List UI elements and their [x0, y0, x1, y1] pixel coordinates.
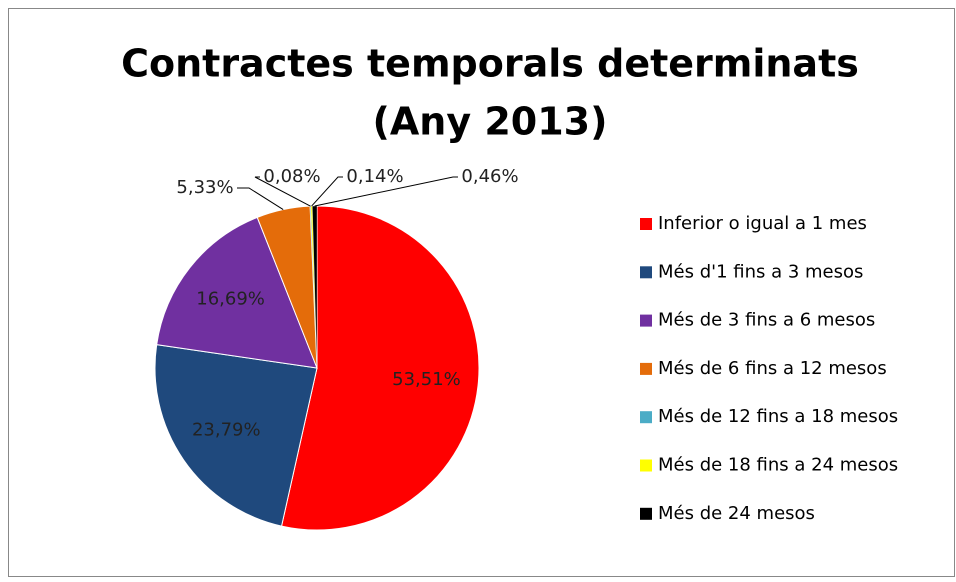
pie-slice: [156, 216, 318, 369]
chart-frame: [8, 8, 955, 577]
pie-slice: [154, 344, 318, 527]
data-label: 0,14%: [346, 166, 403, 187]
data-label: 0,08%: [263, 166, 320, 187]
legend-swatch: [640, 411, 652, 424]
legend-label: Més de 24 mesos: [658, 503, 815, 524]
data-label: 53,51%: [392, 369, 461, 390]
pie-slice: [280, 205, 480, 531]
leader-line: [237, 187, 284, 210]
legend-swatch: [640, 507, 652, 520]
chart-title: Contractes temporals determinats: [121, 42, 859, 86]
legend-swatch: [640, 362, 652, 375]
legend-swatch: [640, 266, 652, 279]
leader-line: [314, 176, 458, 207]
chart-title: (Any 2013): [373, 100, 608, 144]
legend-swatch: [640, 314, 652, 327]
legend-label: Més de 3 fins a 6 mesos: [658, 310, 875, 331]
data-label: 23,79%: [192, 419, 261, 440]
legend-label: Més de 18 fins a 24 mesos: [658, 455, 898, 476]
legend-label: Inferior o igual a 1 mes: [658, 213, 867, 234]
data-label: 0,46%: [461, 166, 518, 187]
leader-line: [254, 176, 311, 207]
data-label: 16,69%: [196, 289, 265, 310]
leader-line: [311, 176, 343, 207]
legend-swatch: [640, 459, 652, 472]
data-label: 5,33%: [176, 177, 233, 198]
legend-label: Més d'1 fins a 3 mesos: [658, 261, 863, 282]
legend-swatch: [640, 218, 652, 230]
legend-label: Més de 12 fins a 18 mesos: [658, 406, 898, 427]
legend-label: Més de 6 fins a 12 mesos: [658, 358, 887, 379]
